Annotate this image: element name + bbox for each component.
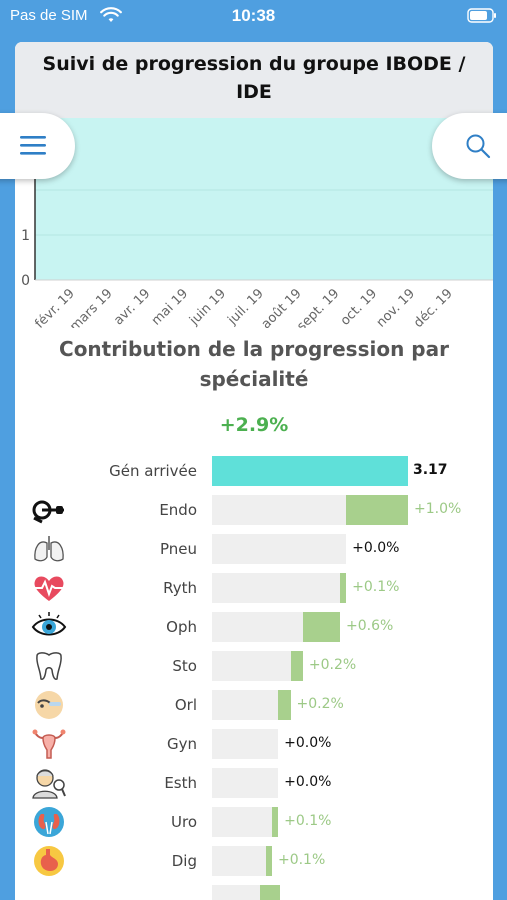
status-bar: Pas de SIM 10:38 [0,0,507,32]
contribution-title: Contribution de la progression par spéci… [15,334,493,394]
page-title: Suivi de progression du groupe IBODE / I… [15,50,493,106]
row-label: Gén arrivée [109,462,197,480]
row-track [212,846,266,876]
chart-x-tick-label: mars 19 [67,286,115,328]
row-label: Esth [164,774,197,792]
main-card: Suivi de progression du groupe IBODE / I… [15,42,493,900]
row-track [212,573,340,603]
row-value: +0.2% [308,657,357,673]
row-value: +0.0% [284,774,332,790]
row-increase-bar [259,885,280,900]
hamburger-menu-icon [20,136,46,155]
row-track [212,768,279,798]
row-label: Sto [172,657,197,675]
chart-x-tick-label: juin 19 [186,286,229,328]
row-increase-bar [265,846,272,876]
uterus-icon [31,728,67,760]
contribution-title-line-1: Contribution de la progression par [59,337,449,361]
contribution-row: Orl +0.2% [15,688,493,722]
contribution-row: Ryth +0.1% [15,571,493,605]
row-increase-bar [290,651,303,681]
contribution-row: Uro +0.1% [15,805,493,839]
row-label: Gyn [166,735,197,753]
contribution-row: Endo +1.0% [15,493,493,527]
row-increase-bar [346,495,408,525]
row-increase-bar [278,690,291,720]
row-label: Uro [171,813,197,831]
row-track [212,612,303,642]
row-value: +0.2% [296,696,344,712]
battery-icon [467,8,496,23]
ear-icon [31,689,67,721]
row-value: +0.1% [352,579,400,595]
contribution-row-partial [15,883,493,900]
row-value: 3.17 [413,462,448,478]
contribution-row: Sto +0.2% [15,649,493,683]
row-label: Orl [174,696,197,714]
contribution-row-base: Gén arrivée 3.17 [15,454,493,488]
search-button[interactable] [432,113,507,179]
carrier-label: Pas de SIM [10,7,88,24]
tooth-icon [31,650,67,682]
total-progression: +2.9% [219,414,289,436]
row-track [212,495,347,525]
menu-button[interactable] [0,113,75,179]
heart-rhythm-icon [31,572,67,604]
row-track [212,807,272,837]
chart-x-tick-label: sept. 19 [294,286,342,328]
row-track [212,729,279,759]
face-mirror-icon [31,767,67,799]
row-increase-bar [339,573,347,603]
lungs-icon [31,533,67,565]
chart-y-tick-label: 0 [21,273,30,289]
row-value: +0.0% [352,540,400,556]
row-value: +0.1% [284,813,332,829]
contribution-row: Pneu +0.0% [15,532,493,566]
row-label: Pneu [159,540,197,558]
contribution-row: Esth +0.0% [15,766,493,800]
wifi-icon [100,7,122,22]
search-icon [466,134,491,159]
chart-area-fill [35,118,493,280]
contribution-row: Dig +0.1% [15,844,493,878]
base-bar [212,456,408,486]
row-track [212,690,279,720]
row-track [212,534,347,564]
page-title-line-2: IDE [236,81,272,103]
row-label: Dig [171,852,197,870]
row-increase-bar [302,612,340,642]
row-track [212,651,291,681]
chart-x-tick-label: avr. 19 [111,286,153,328]
row-increase-bar [271,807,279,837]
chart-x-tick-label: oct. 19 [338,286,380,328]
contribution-row: Gyn +0.0% [15,727,493,761]
stomach-icon [31,845,67,877]
clock: 10:38 [231,6,276,25]
chart-x-tick-label: déc. 19 [411,286,456,328]
row-value: +0.1% [277,852,326,868]
row-track [212,885,260,900]
page-title-line-1: Suivi de progression du groupe IBODE / [42,53,466,75]
eye-icon [31,611,67,643]
kidney-icon [31,806,67,838]
contribution-title-line-2: spécialité [199,367,309,391]
row-value: +1.0% [414,501,462,517]
chart-y-tick-label: 1 [21,228,30,244]
row-value: +0.0% [284,735,332,751]
contribution-row: Oph +0.6% [15,610,493,644]
endoscope-icon [31,494,67,526]
row-label: Endo [159,501,197,519]
row-label: Ryth [163,579,197,597]
row-value: +0.6% [345,618,394,634]
chart-x-tick-label: mai 19 [149,286,191,328]
title-bar: Suivi de progression du groupe IBODE / I… [15,42,493,118]
row-label: Oph [166,618,197,636]
